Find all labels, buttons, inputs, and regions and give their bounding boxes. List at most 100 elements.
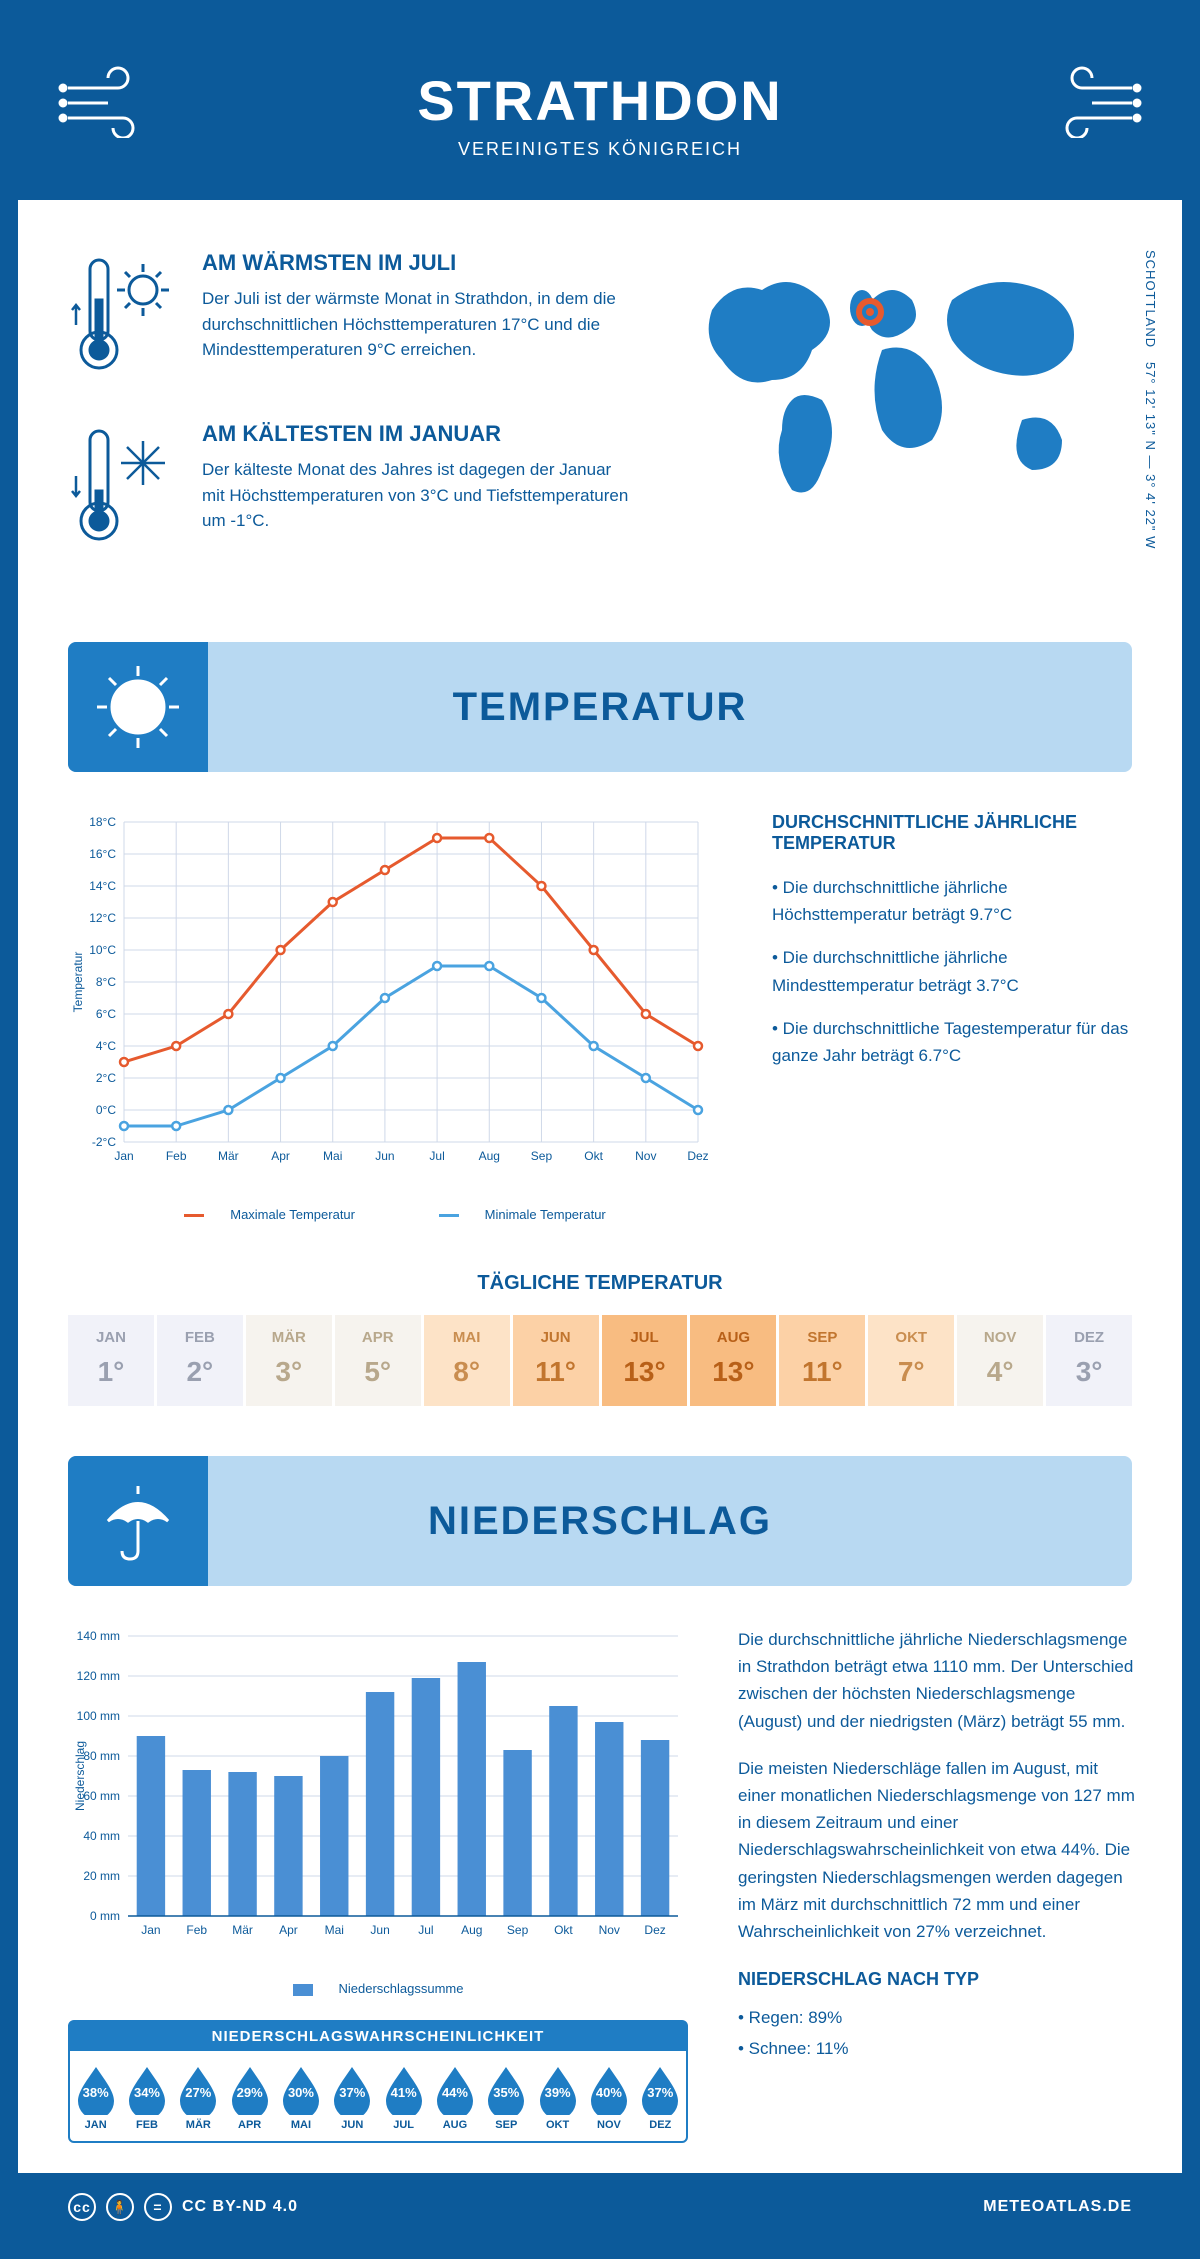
page-title: STRATHDON (58, 68, 1142, 133)
svg-text:Jan: Jan (141, 1923, 160, 1937)
svg-text:Dez: Dez (644, 1923, 665, 1937)
temp-section-title: TEMPERATUR (453, 685, 748, 730)
svg-text:Mär: Mär (218, 1149, 239, 1163)
svg-text:80 mm: 80 mm (83, 1749, 120, 1763)
cc-icon: cc (68, 2193, 96, 2221)
sun-icon (68, 642, 208, 772)
prob-cell: 39%OKT (532, 2051, 583, 2141)
svg-text:4°C: 4°C (96, 1039, 116, 1053)
prob-cell: 29%APR (224, 2051, 275, 2141)
license-text: CC BY-ND 4.0 (182, 2198, 298, 2216)
temp-band-cell: OKT7° (868, 1315, 957, 1406)
temp-side-title: DURCHSCHNITTLICHE JÄHRLICHE TEMPERATUR (772, 812, 1132, 854)
svg-text:Jun: Jun (375, 1149, 394, 1163)
svg-text:Mai: Mai (323, 1149, 342, 1163)
svg-text:Okt: Okt (554, 1923, 573, 1937)
svg-text:120 mm: 120 mm (77, 1669, 120, 1683)
svg-text:20 mm: 20 mm (83, 1869, 120, 1883)
svg-text:Jan: Jan (114, 1149, 133, 1163)
prob-cell: 27%MÄR (173, 2051, 224, 2141)
prob-cell: 38%JAN (70, 2051, 121, 2141)
daily-temp-title: TÄGLICHE TEMPERATUR (68, 1272, 1132, 1295)
fact-cold-title: AM KÄLTESTEN IM JANUAR (202, 421, 632, 447)
precip-type-rain: • Regen: 89% (738, 2004, 1138, 2031)
temp-bullet: • Die durchschnittliche jährliche Höchst… (772, 874, 1132, 928)
svg-text:100 mm: 100 mm (77, 1709, 120, 1723)
prob-cell: 35%SEP (481, 2051, 532, 2141)
svg-text:Jul: Jul (418, 1923, 433, 1937)
prob-title: NIEDERSCHLAGSWAHRSCHEINLICHKEIT (70, 2022, 686, 2051)
prob-cell: 34%FEB (121, 2051, 172, 2141)
svg-text:0 mm: 0 mm (90, 1909, 120, 1923)
wind-icon-right (1042, 58, 1142, 143)
svg-text:8°C: 8°C (96, 975, 116, 989)
header: STRATHDON VEREINIGTES KÖNIGREICH (18, 18, 1182, 200)
temp-band-cell: APR5° (335, 1315, 424, 1406)
svg-text:-2°C: -2°C (92, 1135, 116, 1149)
temp-band-cell: FEB2° (157, 1315, 246, 1406)
svg-text:10°C: 10°C (89, 943, 116, 957)
umbrella-icon (68, 1456, 208, 1586)
svg-text:16°C: 16°C (89, 847, 116, 861)
prob-cell: 30%MAI (275, 2051, 326, 2141)
footer: cc 🧍 = CC BY-ND 4.0 METEOATLAS.DE (18, 2173, 1182, 2241)
svg-text:Dez: Dez (687, 1149, 708, 1163)
svg-text:Mär: Mär (232, 1923, 253, 1937)
precip-section-title: NIEDERSCHLAG (428, 1499, 772, 1544)
by-icon: 🧍 (106, 2193, 134, 2221)
svg-text:Feb: Feb (186, 1923, 207, 1937)
world-map: SCHOTTLAND 57° 12' 13" N — 3° 4' 22" W (672, 250, 1132, 592)
svg-text:Apr: Apr (279, 1923, 298, 1937)
nd-icon: = (144, 2193, 172, 2221)
temp-band-cell: JUN11° (513, 1315, 602, 1406)
svg-text:12°C: 12°C (89, 911, 116, 925)
svg-text:Temperatur: Temperatur (71, 952, 85, 1013)
prob-cell: 37%DEZ (635, 2051, 686, 2141)
svg-text:Okt: Okt (584, 1149, 603, 1163)
svg-text:Jun: Jun (370, 1923, 389, 1937)
temp-band-cell: MAI8° (424, 1315, 513, 1406)
temp-bullet: • Die durchschnittliche Tagestemperatur … (772, 1015, 1132, 1069)
svg-text:Niederschlag: Niederschlag (73, 1741, 87, 1811)
svg-text:Feb: Feb (166, 1149, 187, 1163)
site-name: METEOATLAS.DE (983, 2198, 1132, 2216)
svg-text:6°C: 6°C (96, 1007, 116, 1021)
prob-cell: 40%NOV (583, 2051, 634, 2141)
fact-warmest: AM WÄRMSTEN IM JULI Der Juli ist der wär… (68, 250, 632, 385)
precip-type-snow: • Schnee: 11% (738, 2035, 1138, 2062)
svg-text:2°C: 2°C (96, 1071, 116, 1085)
svg-text:40 mm: 40 mm (83, 1829, 120, 1843)
temp-band-cell: AUG13° (690, 1315, 779, 1406)
prob-cell: 44%AUG (429, 2051, 480, 2141)
temp-band-cell: DEZ3° (1046, 1315, 1132, 1406)
svg-text:140 mm: 140 mm (77, 1629, 120, 1643)
precip-type-title: NIEDERSCHLAG NACH TYP (738, 1965, 1138, 1994)
svg-text:Sep: Sep (531, 1149, 553, 1163)
prob-cell: 37%JUN (327, 2051, 378, 2141)
fact-cold-text: Der kälteste Monat des Jahres ist dagege… (202, 457, 632, 534)
temp-band-cell: SEP11° (779, 1315, 868, 1406)
temp-bullet: • Die durchschnittliche jährliche Mindes… (772, 944, 1132, 998)
svg-text:60 mm: 60 mm (83, 1789, 120, 1803)
daily-temp-band: JAN1°FEB2°MÄR3°APR5°MAI8°JUN11°JUL13°AUG… (68, 1315, 1132, 1406)
precip-chart-legend: Niederschlagssumme (68, 1981, 688, 1996)
thermometer-cold-icon (68, 421, 178, 556)
precip-section-banner: NIEDERSCHLAG (68, 1456, 1132, 1586)
fact-warm-text: Der Juli ist der wärmste Monat in Strath… (202, 286, 632, 363)
temp-band-cell: JUL13° (602, 1315, 691, 1406)
svg-text:Aug: Aug (461, 1923, 482, 1937)
svg-text:Mai: Mai (325, 1923, 344, 1937)
page-subtitle: VEREINIGTES KÖNIGREICH (58, 139, 1142, 160)
precip-para-1: Die durchschnittliche jährliche Niedersc… (738, 1626, 1138, 1735)
temp-band-cell: MÄR3° (246, 1315, 335, 1406)
temp-band-cell: NOV4° (957, 1315, 1046, 1406)
svg-text:0°C: 0°C (96, 1103, 116, 1117)
svg-text:14°C: 14°C (89, 879, 116, 893)
precip-probability-box: NIEDERSCHLAGSWAHRSCHEINLICHKEIT 38%JAN34… (68, 2020, 688, 2143)
wind-icon-left (58, 58, 158, 143)
svg-text:Apr: Apr (271, 1149, 290, 1163)
coordinates: SCHOTTLAND 57° 12' 13" N — 3° 4' 22" W (1143, 250, 1158, 592)
temp-section-banner: TEMPERATUR (68, 642, 1132, 772)
svg-text:Nov: Nov (635, 1149, 656, 1163)
prob-cell: 41%JUL (378, 2051, 429, 2141)
